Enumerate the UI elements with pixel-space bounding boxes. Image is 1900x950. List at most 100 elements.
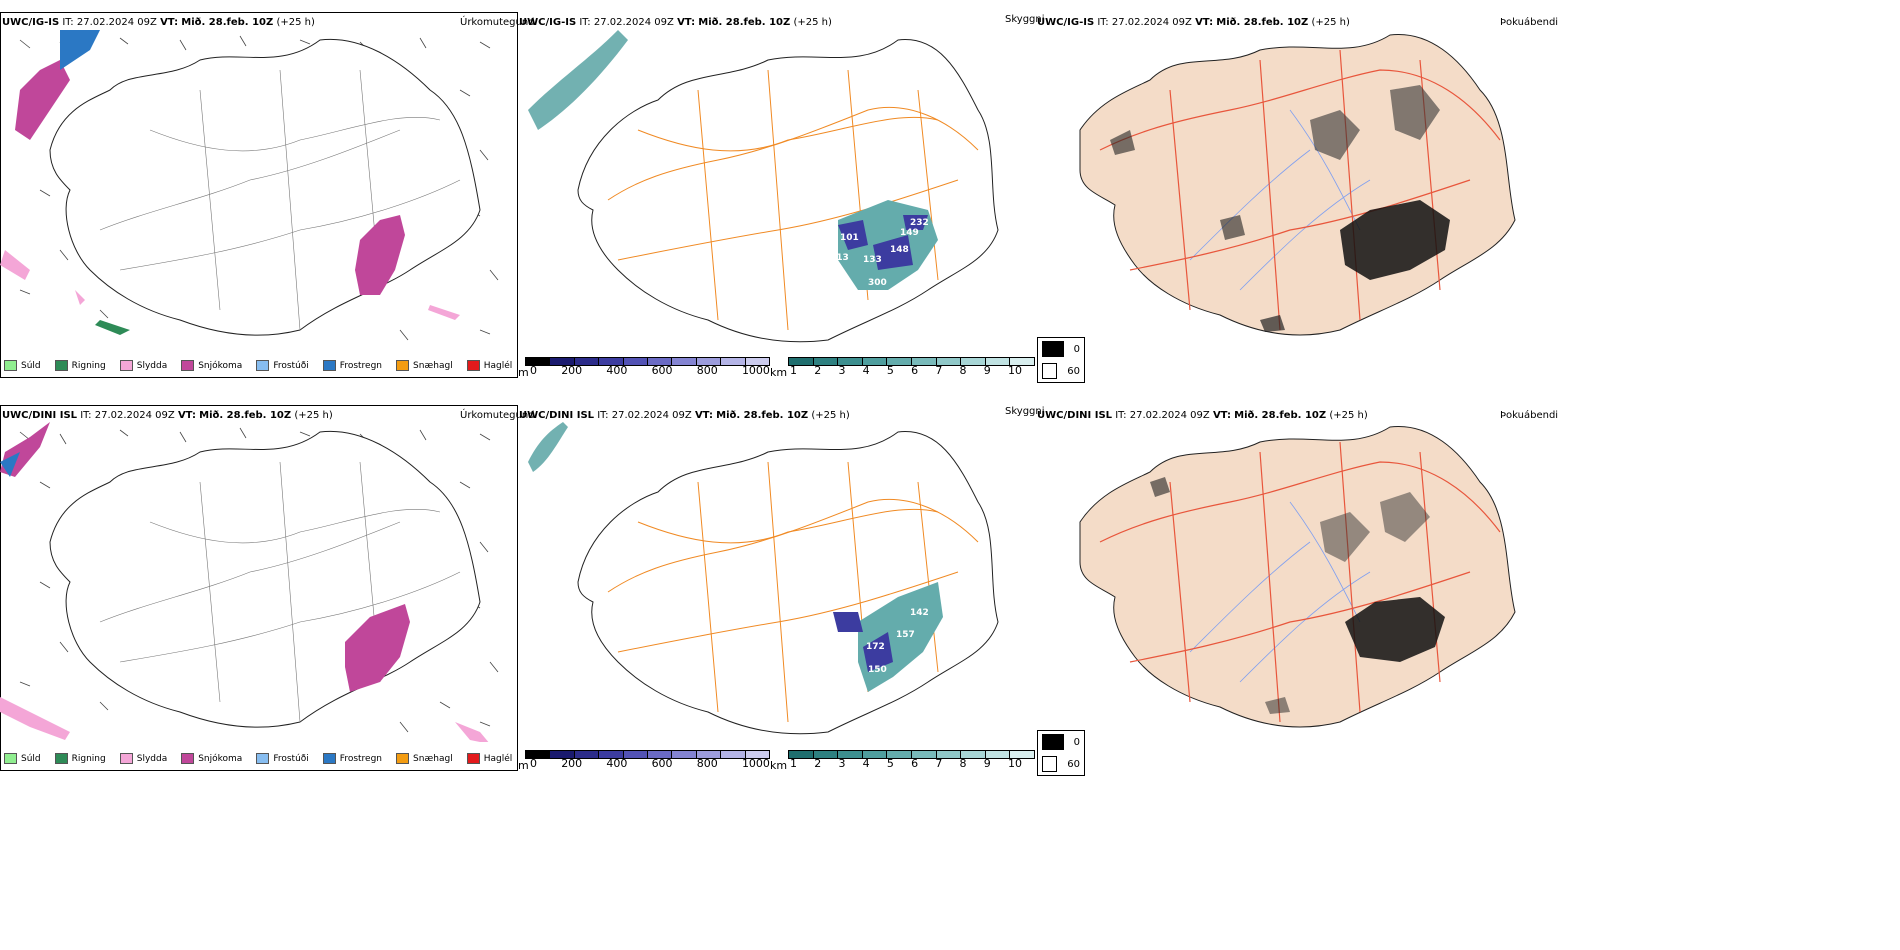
rain-south [95,320,130,335]
vt-label: VT: [1195,17,1214,28]
fog-west [1150,477,1170,497]
fog-west [1110,130,1245,240]
vis-unit-m: m [518,366,529,379]
sleet-southeast [428,305,460,320]
vis-ticks-km: 1 2 3 4 5 6 7 8 9 10 [790,757,1022,770]
panel-header: UWC/IG-IS IT: 27.02.2024 09Z VT: Mið. 28… [1037,17,1350,28]
legend-item: Snjókoma [181,753,242,764]
vis-value-label: 177 [758,313,777,323]
vis-colorbar-m [525,750,770,759]
vis-value-labels: 142 157 172 150 [866,608,929,675]
low-vis-offshore [528,422,568,472]
vis-ticks-km: 1 2 3 4 5 6 7 8 9 10 [790,364,1022,377]
legend-item: Slydda [119,360,167,371]
it-label: IT: [1097,17,1109,28]
fog-legend: 0 60 [1037,337,1085,383]
vis-colorbar-m [525,357,770,366]
road-network [99,461,461,723]
vis-colorbar-km [788,357,1035,366]
precip-legend: Súld Rigning Slydda Snjókoma Frostúði Fr… [4,360,512,371]
legend-item: Snæhagl [396,360,453,371]
vis-unit-km: km [770,366,788,379]
iceland-map-visibility-1: 101 113 133 148 149 232 300 177 [528,30,999,343]
vt-value: Mið. 28.feb. 10Z [1216,17,1309,28]
vt-value: Mið. 28.feb. 10Z [181,17,274,28]
roads [1099,441,1501,723]
panel-title-fog: Þokuábendi [1500,17,1559,28]
legend-item: Snjókoma [181,360,242,371]
vis-unit-m: m [518,759,529,772]
vis-ticks-m: 0 200 400 600 800 1000 [530,364,770,377]
iceland-map-precip-1 [0,30,499,341]
vis-colorbar-km [788,750,1035,759]
legend-item: Haglél [466,360,512,371]
iceland-coastline [49,38,481,336]
vis-value-labels: 101 113 133 148 149 232 300 177 [758,218,929,323]
vis-value-label: 133 [863,255,882,265]
vis-value-label: 113 [830,253,849,263]
lead-time: (+25 h) [276,17,315,28]
it-value: 27.02.2024 09Z [1129,410,1210,421]
panel-header: UWC/IG-IS IT: 27.02.2024 09Z VT: Mið. 28… [519,17,832,28]
iceland-coastline [49,430,481,728]
road-network [607,69,979,331]
iceland-map-precip-2 [0,422,499,742]
it-value: 27.02.2024 09Z [94,410,175,421]
vt-value: Mið. 28.feb. 10Z [199,410,292,421]
snow-area-southeast [345,604,410,692]
model-name: UWC/DINI ISL [2,410,78,421]
lead-time: (+25 h) [1329,410,1368,421]
legend-item: Snæhagl [396,753,453,764]
vt-label: VT: [177,410,196,421]
fog-dense-southeast [1345,597,1445,662]
fog-north [1320,492,1430,562]
legend-item: Frostregn [322,753,382,764]
iceland-land [1079,425,1516,728]
lead-time: (+25 h) [811,410,850,421]
iceland-coastline [577,431,999,735]
lead-time: (+25 h) [1311,17,1350,28]
vis-value-label: 157 [896,630,915,640]
sleet-southwest [0,250,30,280]
fog-dense-southeast [1340,200,1450,280]
precip-type-frame [0,405,518,771]
panel-header: UWC/DINI ISL IT: 27.02.2024 09Z VT: Mið.… [2,410,333,421]
sleet-southwest [0,697,70,740]
panel-title-visibility: Skyggni [1005,406,1045,417]
it-label: IT: [62,17,74,28]
model-name: UWC/IG-IS [1037,17,1095,28]
panel-header: UWC/DINI ISL IT: 27.02.2024 09Z VT: Mið.… [519,410,850,421]
model-name: UWC/DINI ISL [1037,410,1113,421]
legend-item: Frostregn [322,360,382,371]
vis-ticks-m: 0 200 400 600 800 1000 [530,757,770,770]
it-label: IT: [579,17,591,28]
vt-label: VT: [160,17,179,28]
snow-area-northwest [15,60,70,140]
it-value: 27.02.2024 09Z [593,17,674,28]
road-network [99,69,461,331]
it-value: 27.02.2024 09Z [1111,17,1192,28]
vt-label: VT: [677,17,696,28]
vt-value: Mið. 28.feb. 10Z [698,17,791,28]
vis-value-label: 148 [890,245,909,255]
it-label: IT: [1115,410,1127,421]
legend-item: Frostúði [256,360,309,371]
fog-north [1310,85,1440,160]
snow-area-southeast [355,215,405,295]
legend-item: Rigning [54,360,106,371]
vis-value-label: 101 [840,233,859,243]
legend-item: Slydda [119,753,167,764]
precip-type-frame [0,12,518,378]
vt-value: Mið. 28.feb. 10Z [1234,410,1327,421]
vis-value-label: 142 [910,608,929,618]
legend-item: Rigning [54,753,106,764]
low-vis-southeast-blue [833,612,893,672]
precip-legend: Súld Rigning Slydda Snjókoma Frostúði Fr… [4,753,512,764]
panel-title-visibility: Skyggni [1005,14,1045,25]
vis-value-label: 300 [868,278,887,288]
low-vis-offshore [528,30,628,130]
model-name: UWC/IG-IS [519,17,577,28]
iceland-land [1079,33,1516,336]
model-name: UWC/IG-IS [2,17,60,28]
vis-value-label: 150 [868,665,887,675]
